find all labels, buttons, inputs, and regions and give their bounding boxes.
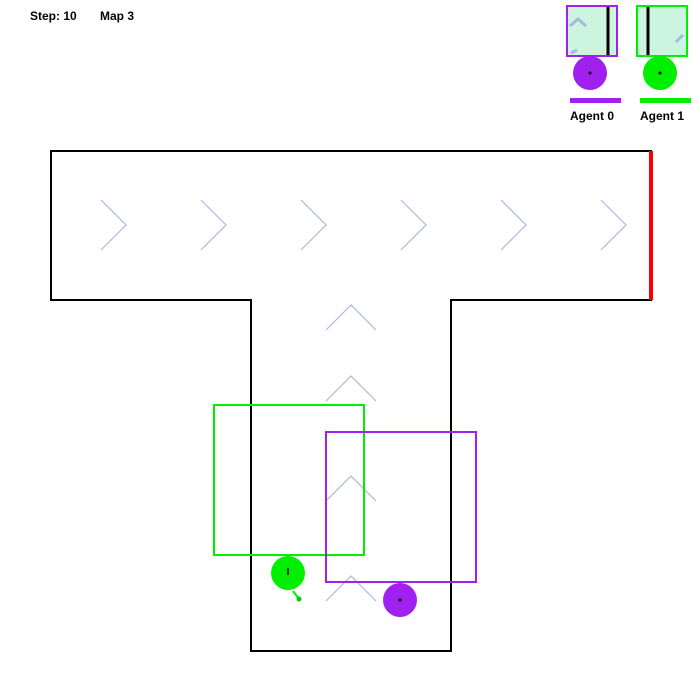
arrow-right-icon xyxy=(100,199,127,251)
agent-1-view-arrow xyxy=(674,33,685,44)
arrow-right-icon xyxy=(200,199,227,251)
agent-0-view-arrow-partial xyxy=(570,48,578,55)
arrow-right-icon xyxy=(600,199,627,251)
direction-arrows-up xyxy=(325,304,377,602)
step-counter: Step: 10 xyxy=(30,9,77,23)
arrow-up-icon xyxy=(325,375,377,402)
agent-1-color-bar xyxy=(640,98,691,103)
arrow-right-icon xyxy=(400,199,427,251)
agent-0-token xyxy=(383,583,417,617)
arrow-up-icon xyxy=(325,475,377,502)
agent-1-view-field xyxy=(213,404,365,556)
agent-1-observation-panel xyxy=(636,5,691,103)
direction-arrows-right xyxy=(100,199,627,251)
agent-0-icon-center xyxy=(588,71,592,75)
agent-1-view-box xyxy=(636,5,688,57)
agent-0-label: Agent 0 xyxy=(570,109,615,123)
arrow-right-icon xyxy=(500,199,527,251)
agent-0-view-field xyxy=(325,431,477,583)
agent-0-view-arrow xyxy=(569,17,587,28)
agent-1-icon-center xyxy=(658,71,662,75)
agent-1-label: Agent 1 xyxy=(640,109,685,123)
arrow-up-icon xyxy=(325,304,377,331)
agent-0-observation-panel xyxy=(566,5,621,103)
agent-0-color-bar xyxy=(570,98,621,103)
agent-1-token xyxy=(271,556,305,602)
arrow-right-icon xyxy=(300,199,327,251)
arrow-up-icon xyxy=(325,575,377,602)
map-name: Map 3 xyxy=(100,9,135,23)
